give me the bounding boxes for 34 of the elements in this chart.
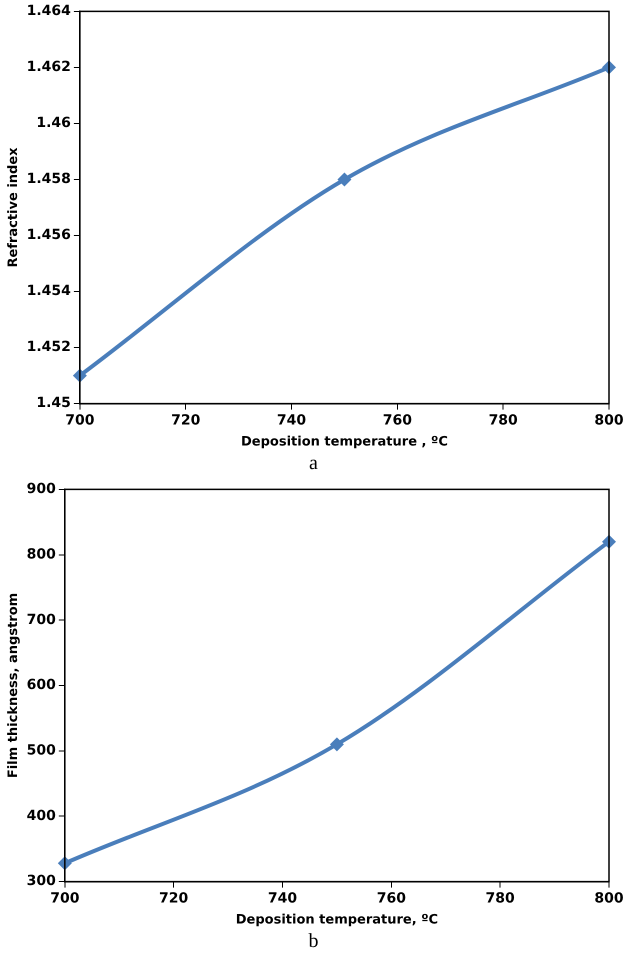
x-tick-label: 720 — [171, 412, 201, 429]
y-tick-label: 1.46 — [36, 115, 71, 132]
y-tick-label: 1.462 — [26, 59, 71, 76]
x-tick-label: 760 — [382, 412, 412, 429]
text: b — [308, 930, 320, 954]
x-axis-title: Deposition temperature, ºC — [236, 912, 438, 928]
x-tick-label: 740 — [276, 412, 306, 429]
x-tick-label: 760 — [376, 890, 406, 907]
y-tick-label: 900 — [26, 481, 56, 498]
y-tick-label: 700 — [26, 612, 56, 628]
y-tick-label: 1.458 — [26, 171, 71, 188]
y-tick-label: 1.45 — [36, 395, 71, 412]
x-tick-label: 780 — [486, 890, 516, 907]
y-tick-label: 1.454 — [26, 283, 72, 300]
x-tick-label: 800 — [594, 412, 624, 429]
y-tick-label: 1.456 — [26, 227, 71, 244]
y-tick-label: 500 — [26, 742, 56, 759]
y-tick-label: 1.464 — [26, 3, 72, 20]
x-tick-label: 780 — [488, 412, 518, 429]
y-tick-label: 800 — [26, 546, 56, 562]
y-tick-label: 600 — [26, 677, 56, 694]
y-tick-label: 1.452 — [26, 339, 71, 356]
point — [337, 172, 352, 186]
y-tick-label: 400 — [26, 808, 56, 824]
y-axis-title: Refractive index — [6, 146, 22, 268]
x-tick-label: 800 — [594, 890, 624, 907]
y-axis-title: Film thickness, angstrom — [6, 592, 22, 778]
y-tick-label: 300 — [26, 873, 56, 890]
text: a — [308, 452, 319, 476]
x-axis-title: Deposition temperature , ºC — [241, 434, 448, 450]
point — [330, 737, 344, 752]
x-tick-label: 720 — [159, 890, 189, 907]
x-tick-label: 700 — [65, 412, 95, 429]
x-tick-label: 740 — [268, 890, 298, 907]
